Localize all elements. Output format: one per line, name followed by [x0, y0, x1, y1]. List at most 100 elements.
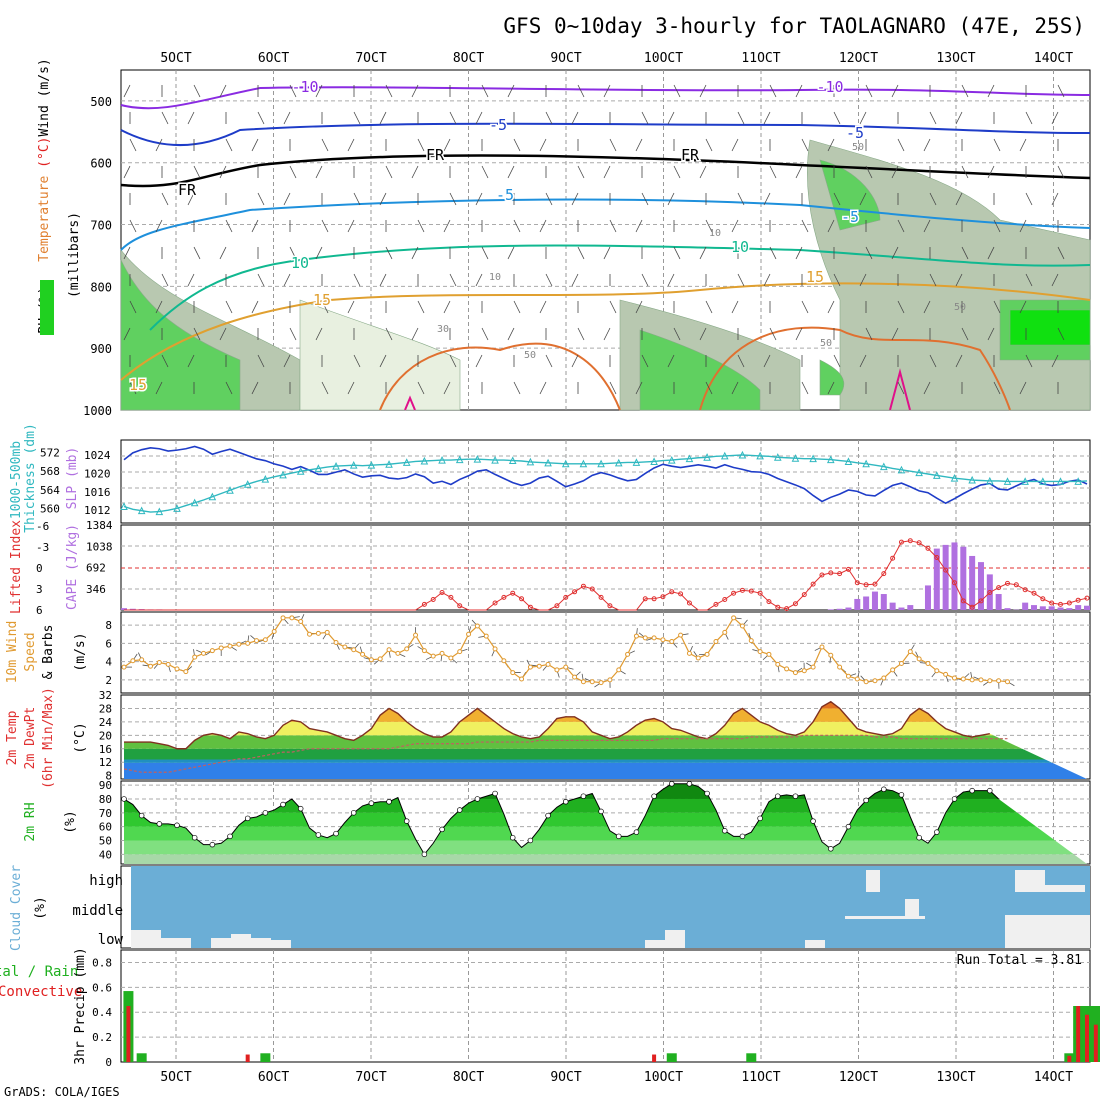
cloud-block	[665, 930, 685, 948]
wind-point	[686, 650, 692, 656]
thickness-point	[968, 475, 976, 484]
wind-barb	[1057, 165, 1065, 179]
wind-barb	[1057, 246, 1065, 260]
wind-point	[828, 652, 834, 658]
cape-bar	[977, 562, 984, 610]
wind-point	[695, 655, 701, 661]
wind-point	[156, 660, 162, 666]
cape-bar	[933, 548, 940, 610]
thickness-point	[155, 507, 164, 516]
cape-bar	[960, 546, 967, 610]
precip-tick-label: 0	[105, 1056, 112, 1069]
precip-convective-bar	[652, 1054, 657, 1062]
thickness-point	[1003, 477, 1012, 485]
precip-convective-bar	[1093, 1024, 1098, 1062]
wind-point	[722, 629, 728, 635]
rh-area	[120, 259, 241, 411]
wind-barb	[609, 300, 617, 314]
isotherm-line	[404, 395, 416, 411]
rh-label: 50	[852, 142, 864, 153]
wind-barb	[699, 246, 707, 260]
rh-band	[124, 826, 1087, 841]
wind-barb	[123, 246, 131, 260]
wind-barb	[635, 300, 643, 314]
rh-label: 50	[820, 338, 832, 349]
wind-point	[580, 679, 586, 685]
wind-barb	[129, 300, 137, 314]
rh-area	[1009, 309, 1091, 346]
y-tick-label: 900	[90, 342, 112, 356]
wind-barb	[481, 165, 489, 179]
rh-point	[792, 793, 799, 799]
li-point	[978, 598, 984, 604]
wind-barb	[507, 84, 515, 98]
cape-bar	[880, 594, 887, 610]
wind-barb	[257, 192, 265, 206]
rh-point	[863, 797, 869, 804]
wind-barb	[251, 219, 259, 233]
y-tick-label: 600	[90, 157, 112, 171]
li-point	[678, 591, 684, 597]
wind-barb	[129, 138, 137, 152]
wind-point	[837, 664, 843, 670]
isotherm-label: 15	[129, 376, 147, 394]
wind-point	[227, 643, 233, 649]
rh-point	[333, 830, 339, 837]
li-tick-label: 0	[36, 562, 43, 575]
rh-point	[386, 798, 392, 805]
rh-point	[368, 800, 375, 806]
rh-point	[350, 810, 357, 816]
li-point	[669, 589, 675, 595]
wind-barb	[827, 219, 835, 233]
wind-point	[466, 631, 472, 637]
thickness-point	[420, 456, 429, 465]
li-point	[1057, 601, 1063, 607]
wind-barb	[603, 327, 611, 341]
wind-barb	[129, 381, 137, 395]
rh-point	[598, 808, 604, 815]
rh-point	[686, 781, 693, 787]
temp-band	[124, 759, 1087, 763]
ylabel-part: Temperature	[37, 168, 52, 262]
isotherm-line	[379, 342, 621, 411]
thickness-point	[738, 450, 747, 459]
wind-barb	[961, 327, 969, 341]
ylabel-part: (%)	[33, 896, 48, 919]
rh-point	[757, 815, 763, 822]
rh-point	[174, 822, 180, 829]
rh-legend-swatch	[40, 280, 54, 335]
li-point	[598, 594, 604, 600]
thickness-point	[544, 458, 552, 467]
wind-barb	[731, 300, 739, 314]
li-point	[925, 545, 931, 551]
wind-barb	[1019, 381, 1027, 395]
ylabel-part: (%)	[63, 810, 78, 833]
wind-barb	[417, 219, 425, 233]
thickness-point	[703, 453, 711, 461]
wind-barb	[475, 273, 483, 287]
cloud-level-label: low	[98, 932, 124, 948]
thickness-point	[173, 504, 181, 512]
thickness-point	[597, 459, 605, 468]
thickness-point	[367, 461, 376, 469]
thickness-point	[826, 455, 835, 464]
wind-barb	[347, 219, 355, 233]
rh-tick-label: 60	[99, 821, 112, 834]
rh-point	[810, 818, 816, 824]
rh-point	[951, 796, 958, 802]
li-point	[863, 582, 869, 588]
thickness-point	[632, 458, 641, 466]
precip-tick-label: 0.8	[92, 956, 112, 969]
cloud-block	[645, 940, 665, 948]
wind-point	[660, 637, 666, 643]
wind-barb	[891, 84, 899, 98]
thickness-point	[756, 451, 764, 460]
cape-bar	[863, 596, 870, 610]
top-tick-label: 6OCT	[258, 51, 289, 66]
wind-point	[898, 660, 904, 666]
rh-point	[421, 851, 428, 858]
thickness-point	[455, 455, 464, 464]
wind-barb	[193, 246, 201, 260]
wind-point	[616, 667, 622, 673]
